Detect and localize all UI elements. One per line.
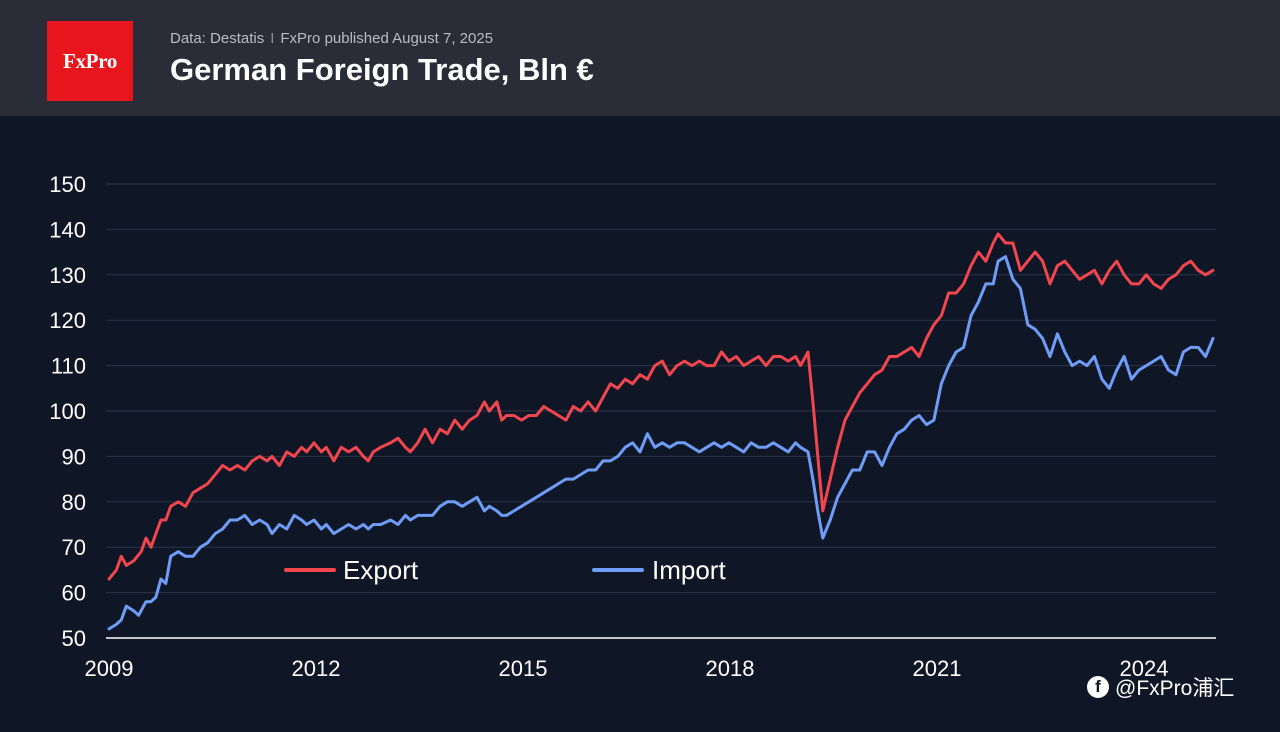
x-tick-2024: 2024 — [1120, 656, 1169, 681]
published-date: FxPro published August 7, 2025 — [280, 30, 494, 47]
y-tick-90: 90 — [62, 444, 86, 469]
page-title: German Foreign Trade, Bln € — [170, 52, 594, 87]
x-tick-2012: 2012 — [292, 656, 341, 681]
y-axis-ticks: 50 60 70 80 90 100 110 120 130 140 150 — [49, 172, 86, 651]
series-line-export — [107, 232, 1215, 581]
legend: Export Import — [284, 555, 726, 585]
logo-text: FxPro — [62, 48, 118, 73]
line-chart: 50 60 70 80 90 100 110 120 130 140 150 2009 2012 201… — [49, 172, 1216, 681]
y-tick-80: 80 — [62, 490, 86, 515]
y-tick-120: 120 — [49, 308, 86, 333]
data-source: Data: Destatis — [170, 30, 265, 47]
y-tick-50: 50 — [62, 626, 86, 651]
subtitle-separator: I — [270, 30, 275, 47]
y-tick-60: 60 — [62, 581, 86, 606]
x-tick-2015: 2015 — [499, 656, 548, 681]
x-tick-2009: 2009 — [85, 656, 134, 681]
watermark: f @FxPro浦汇 — [1087, 672, 1234, 702]
watermark-text: @FxPro浦汇 — [1115, 677, 1235, 700]
x-tick-2018: 2018 — [706, 656, 755, 681]
y-tick-140: 140 — [49, 217, 86, 242]
x-axis-ticks: 2009 2012 2015 2018 2021 2024 — [85, 656, 1169, 681]
fxpro-logo: FxPro — [47, 21, 133, 101]
y-tick-110: 110 — [51, 354, 86, 379]
series-line-import — [107, 255, 1215, 631]
x-tick-2021: 2021 — [913, 656, 962, 681]
header-bar: FxPro Data: Destatis I FxPro published Aug… — [0, 0, 1280, 116]
y-tick-130: 130 — [49, 263, 86, 288]
chart-subtitle: Data: Destatis I FxPro published August 7,… — [170, 30, 493, 47]
grid-lines — [106, 183, 1216, 594]
legend-label-import: Import — [652, 555, 726, 585]
y-tick-150: 150 — [49, 172, 86, 197]
y-tick-70: 70 — [62, 535, 86, 560]
social-logo-icon: f — [1087, 676, 1109, 698]
legend-label-export: Export — [343, 555, 419, 585]
y-tick-100: 100 — [49, 399, 86, 424]
series-lines — [107, 232, 1215, 631]
